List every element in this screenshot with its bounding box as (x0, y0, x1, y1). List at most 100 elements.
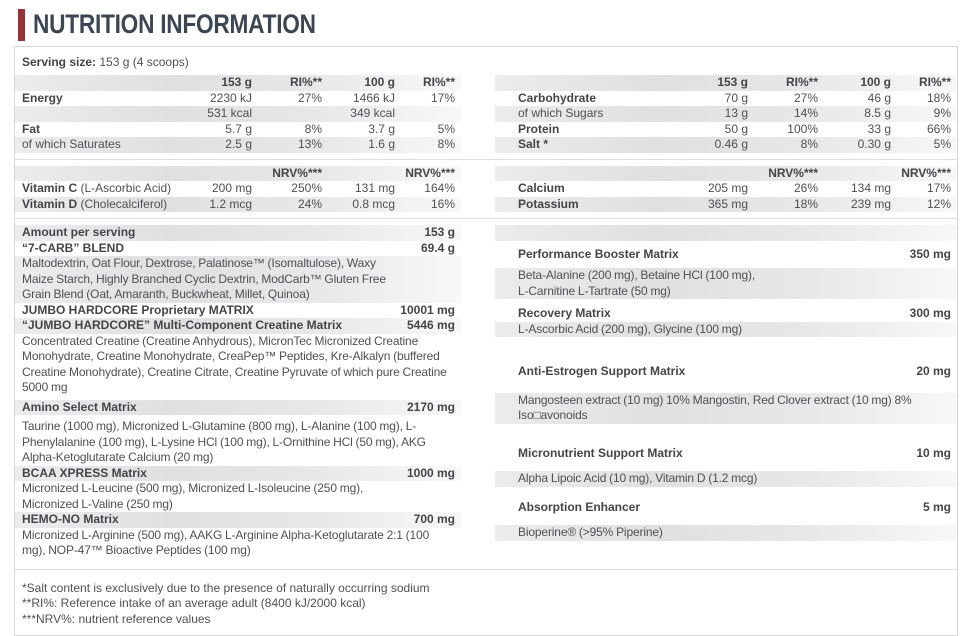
matrix-name: Recovery Matrix (518, 306, 611, 320)
value-cell: 1.6 g (368, 137, 395, 151)
row-label (15, 166, 182, 182)
ingredient-list: Mangosteen extract (10 mg) 10% Mangostin… (495, 392, 957, 424)
footnote-salt: *Salt content is exclusively due to the … (22, 580, 430, 595)
matrix-row: JUMBO HARDCORE Proprietary MATRIX 10001 m… (15, 303, 461, 319)
value-cell: 2.5 g (225, 137, 252, 151)
value-cell: 50 g (724, 121, 748, 136)
value-cell: 9% (933, 106, 951, 120)
matrix-spacer-row (495, 225, 957, 241)
value-cell: 17% (430, 90, 455, 105)
value-cell: 8% (437, 137, 455, 151)
matrix-amount: 20 mg (916, 364, 951, 378)
ingredient-list: Maltodextrin, Oat Flour, Dextrose, Palat… (15, 256, 461, 303)
column-header: NRV%*** (901, 165, 951, 180)
nutrition-panel: Serving size: 153 g (4 scoops) 153 g RI%*… (14, 46, 958, 636)
column-header (678, 166, 748, 182)
row-label: Calcium (495, 181, 678, 197)
micros-table-right: NRV%*** NRV%*** Calcium 205 mg 26% 134 mg 17% P… (495, 165, 957, 212)
value-cell: 250% (291, 181, 322, 195)
row-label: Fat (15, 122, 182, 138)
matrix-amount: 350 mg (909, 246, 951, 261)
matrix-amount: 300 mg (909, 306, 951, 320)
value-cell: 18% (926, 90, 951, 105)
row-label-text: Carbohydrate (518, 90, 597, 105)
serving-size-value: 153 g (4 scoops) (99, 55, 189, 69)
column-header: RI%** (422, 75, 455, 89)
row-label: of which Sugars (495, 106, 678, 122)
value-cell: 0.8 mcg (352, 196, 395, 211)
matrix-row: Anti-Estrogen Support Matrix 20 mg (495, 364, 957, 380)
value-cell: 1.2 mcg (209, 196, 252, 211)
row-label-text: Vitamin D (22, 196, 78, 211)
footnote-ri: **RI%: Reference intake of an average ad… (22, 596, 366, 610)
matrix-amount: 5446 mg (406, 318, 455, 332)
footnotes-divider (15, 568, 957, 570)
macros-table-right: 153 g RI%** 100 g RI%** Carbohydrate 70 g 27% 4… (495, 75, 957, 153)
row-label: Vitamin D (Cholecalciferol) (15, 197, 182, 213)
matrix-name: HEMO-NO Matrix (22, 512, 119, 526)
column-header (322, 166, 395, 182)
row-label-text: Fat (22, 121, 40, 136)
matrix-section: Amount per serving 153 g “7-CARB” BLEND 69.… (15, 225, 957, 559)
matrix-row: “JUMBO HARDCORE” Multi-Component Creatin… (15, 318, 461, 334)
table-header-row: 153 g RI%** 100 g RI%** (495, 75, 957, 91)
table-header-row: NRV%*** NRV%*** (15, 165, 461, 182)
matrix-row: Amount per serving 153 g (15, 225, 461, 241)
table-row: Protein 50 g 100% 33 g 66% (495, 122, 957, 138)
value-cell: 27% (793, 90, 818, 105)
value-cell: 531 kcal (207, 106, 252, 120)
column-header: RI%** (918, 75, 951, 89)
matrix-row: “7-CARB” BLEND 69.4 g (15, 241, 461, 257)
matrix-row: Absorption Enhancer 5 mg (495, 500, 957, 516)
column-header: NRV%*** (272, 165, 322, 180)
value-cell: 13% (297, 137, 322, 151)
column-gap (461, 75, 495, 153)
value-cell (395, 106, 461, 122)
matrix-name: JUMBO HARDCORE Proprietary MATRIX (22, 302, 254, 317)
row-label-text: Energy (22, 90, 63, 105)
value-cell: 66% (926, 121, 951, 136)
matrix-row: BCAA XPRESS Matrix 1000 mg (15, 465, 461, 481)
matrix-amount: 2170 mg (406, 399, 455, 414)
matrix-name: Micronutrient Support Matrix (518, 445, 683, 460)
value-cell: 164% (424, 181, 455, 195)
value-cell: 46 g (867, 90, 891, 105)
row-label-note: (L-Ascorbic Acid) (77, 181, 172, 195)
row-label-text: Vitamin C (22, 181, 78, 195)
column-header: 153 g (221, 75, 252, 89)
row-label: Salt * (495, 137, 678, 153)
serving-size-row: Serving size: 153 g (4 scoops) (15, 51, 957, 75)
table-row: Calcium 205 mg 26% 134 mg 17% (495, 181, 957, 197)
value-cell: 2230 kJ (209, 90, 252, 105)
footnotes: *Salt content is exclusively due to the … (15, 576, 957, 630)
matrix-amount: 10 mg (916, 445, 951, 460)
value-cell: 8.5 g (864, 106, 891, 120)
column-header: RI%** (785, 75, 818, 89)
value-cell: 70 g (724, 90, 748, 105)
value-cell: 134 mg (850, 181, 891, 195)
table-header-row: 153 g RI%** 100 g RI%** (15, 75, 461, 91)
row-label: of which Saturates (15, 137, 182, 153)
value-cell: 5% (437, 121, 455, 136)
matrix-row: Recovery Matrix 300 mg (495, 306, 957, 322)
row-label: Energy (15, 91, 182, 107)
row-label-text: Calcium (518, 181, 565, 195)
ingredient-list: Concentrated Creatine (Creatine Anhydrou… (22, 333, 447, 395)
row-label: Carbohydrate (495, 91, 678, 107)
page-header: NUTRITION INFORMATION (0, 0, 970, 46)
matrix-name: Absorption Enhancer (518, 499, 641, 514)
value-cell: 12% (926, 196, 951, 211)
ingredient-list: Alpha Lipoic Acid (10 mg), Vitamin D (1.… (495, 471, 957, 487)
value-cell: 16% (430, 196, 455, 211)
column-header: 100 g (860, 75, 891, 89)
matrix-name (495, 225, 951, 241)
matrix-amount (951, 225, 957, 241)
value-cell: 131 mg (354, 181, 395, 195)
serving-size-label: Serving size: (22, 55, 97, 69)
matrix-name: Performance Booster Matrix (518, 246, 679, 261)
ingredient-list: L-Ascorbic Acid (200 mg), Glycine (100 m… (495, 321, 957, 337)
value-cell: 24% (297, 196, 322, 211)
value-cell: 100% (787, 121, 818, 136)
ingredient-list: Beta-Alanine (200 mg), Betaine HCl (100 … (495, 268, 957, 299)
ingredient-list: Micronized L-Leucine (500 mg), Micronize… (22, 481, 364, 511)
